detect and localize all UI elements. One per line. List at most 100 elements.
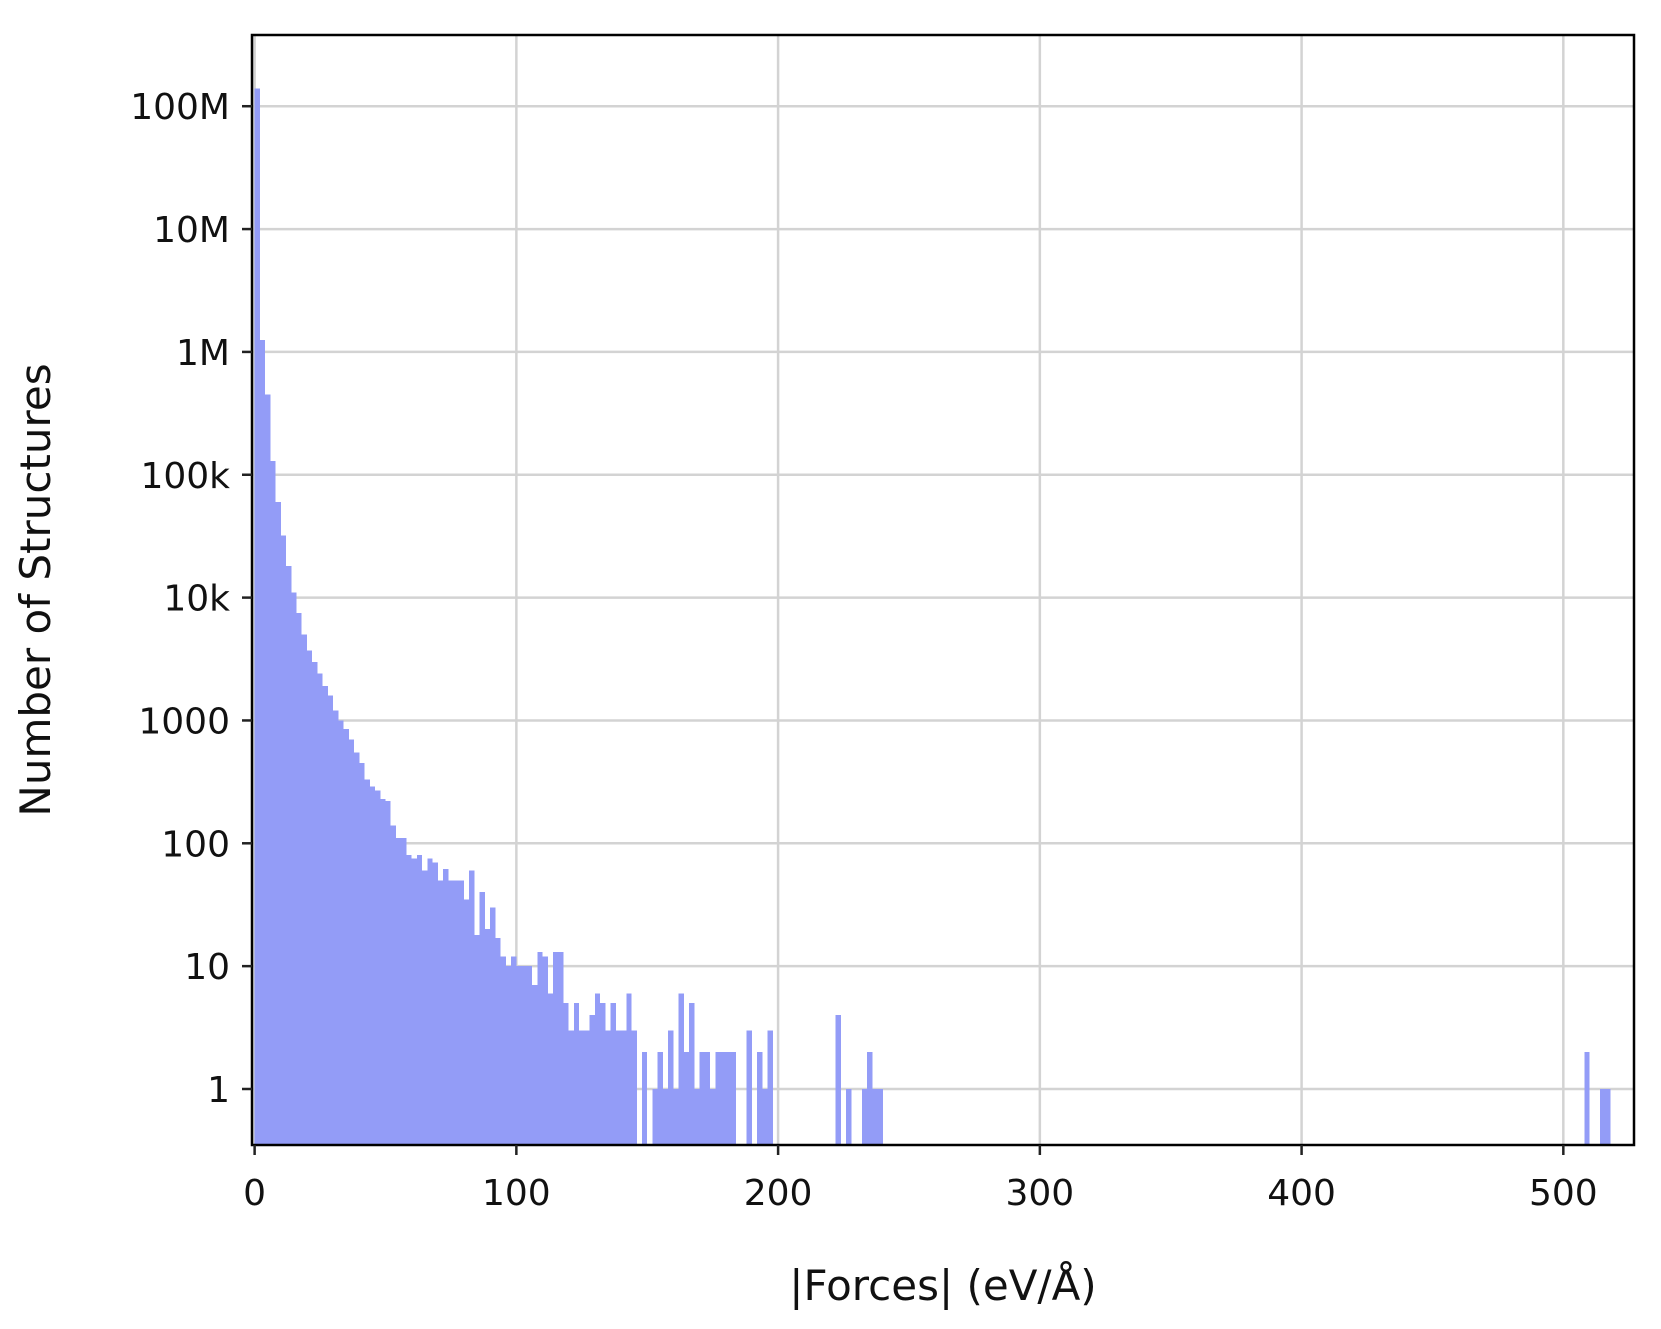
- histogram-bar: [861, 1088, 868, 1145]
- histogram-bar: [558, 952, 564, 1145]
- histogram-bar: [610, 1003, 616, 1145]
- histogram-bar: [338, 720, 344, 1145]
- histogram-bar: [484, 929, 491, 1145]
- histogram-bar: [427, 858, 433, 1145]
- histogram-bar: [641, 1052, 648, 1145]
- histogram-bar: [568, 1030, 574, 1145]
- histogram-bar: [683, 1052, 690, 1145]
- histogram-bar: [516, 966, 522, 1145]
- histogram-bar: [1605, 1088, 1611, 1145]
- histogram-bar: [694, 1088, 700, 1145]
- histogram-bar: [458, 880, 465, 1145]
- histogram-bar: [757, 1052, 763, 1145]
- histogram-bar: [521, 966, 527, 1145]
- histogram-bar: [877, 1088, 883, 1145]
- histogram-bar: [532, 985, 538, 1145]
- histogram-bar: [1584, 1052, 1590, 1145]
- histogram-bar: [296, 612, 302, 1145]
- histogram-bar: [254, 88, 260, 1145]
- histogram-bar: [354, 752, 360, 1145]
- x-tick-label: 200: [744, 1173, 813, 1214]
- histogram-bar: [715, 1052, 721, 1145]
- histogram-bar: [369, 786, 376, 1145]
- histogram-bar: [668, 1030, 674, 1145]
- histogram-bar: [579, 1030, 585, 1145]
- histogram-bar: [401, 838, 407, 1145]
- histogram-bar: [678, 993, 684, 1145]
- histogram-bar: [348, 739, 355, 1145]
- histogram-bar: [453, 880, 459, 1145]
- histogram-bar: [537, 952, 543, 1145]
- histogram-bar: [437, 880, 444, 1145]
- histogram-bar: [322, 686, 328, 1145]
- histogram-bar: [615, 1030, 622, 1145]
- y-tick-label: 1M: [176, 333, 230, 374]
- histogram-bar: [1599, 1088, 1606, 1145]
- histogram-bar: [626, 993, 632, 1145]
- histogram-bar: [584, 1030, 590, 1145]
- axis-ticks: 0 100 200 300 400 500 1 10 100 1000 10k 100k 1M 10M 10…: [130, 87, 1597, 1214]
- histogram-bar: [657, 1052, 663, 1145]
- histogram-bar: [767, 1030, 773, 1145]
- grid-lines: [252, 35, 1634, 1145]
- histogram-bar: [605, 1030, 611, 1145]
- histogram-bars: [254, 88, 1611, 1146]
- histogram-bar: [553, 952, 559, 1145]
- histogram-bar: [416, 855, 423, 1145]
- histogram-bar: [563, 1003, 569, 1145]
- histogram-bar: [594, 993, 601, 1145]
- histogram-bar: [631, 1030, 637, 1145]
- histogram-bar: [662, 1088, 669, 1145]
- histogram-bar: [720, 1052, 726, 1145]
- histogram-bar: [673, 1088, 679, 1145]
- x-tick-label: 300: [1005, 1173, 1074, 1214]
- histogram-bar: [375, 790, 381, 1145]
- histogram-bar: [835, 1015, 841, 1145]
- histogram-bar: [505, 966, 512, 1145]
- histogram-bar: [385, 801, 391, 1145]
- histogram-bar: [275, 502, 281, 1146]
- histogram-bar: [406, 855, 412, 1145]
- histogram-bar: [464, 899, 470, 1145]
- histogram-bar: [306, 650, 313, 1145]
- histogram-bar: [474, 934, 480, 1145]
- histogram-bar: [526, 966, 533, 1145]
- y-tick-label: 10M: [153, 210, 230, 251]
- histogram-bar: [364, 779, 370, 1145]
- histogram-bar: [479, 892, 485, 1145]
- histogram-bar: [746, 1030, 752, 1145]
- x-axis-title: |Forces| (eV/Å): [789, 1260, 1096, 1310]
- x-tick-label: 500: [1529, 1173, 1598, 1214]
- histogram-bar: [343, 729, 349, 1145]
- histogram-bar: [469, 870, 475, 1145]
- histogram-bar: [725, 1052, 731, 1145]
- histogram-bar: [730, 1052, 737, 1145]
- histogram-bar: [443, 868, 449, 1145]
- plot-area-frame: [250, 33, 1636, 1147]
- histogram-bar: [301, 634, 307, 1145]
- histogram-bar: [589, 1015, 595, 1145]
- histogram-bar: [547, 993, 554, 1145]
- y-tick-label: 10k: [163, 579, 230, 620]
- histogram-bar: [846, 1088, 852, 1145]
- y-tick-label: 1000: [138, 701, 230, 742]
- histogram-bar: [500, 956, 506, 1145]
- histogram-bar: [390, 825, 396, 1145]
- histogram-bar: [359, 763, 365, 1145]
- histogram-bar: [495, 937, 501, 1145]
- histogram-bar: [270, 460, 276, 1145]
- histogram-bar: [380, 798, 386, 1145]
- histogram-bar: [621, 1030, 627, 1145]
- histogram-bar: [710, 1088, 716, 1145]
- histogram-bar: [704, 1052, 711, 1145]
- y-tick-label: 100k: [140, 456, 230, 497]
- histogram-bar: [511, 956, 517, 1145]
- histogram-bar: [395, 838, 402, 1145]
- histogram-bar: [291, 592, 297, 1145]
- histogram-bar: [490, 907, 496, 1145]
- histogram-bar: [699, 1052, 705, 1145]
- histogram-bar: [867, 1052, 873, 1145]
- histogram-bar: [652, 1088, 658, 1145]
- histogram-bar: [265, 394, 271, 1145]
- x-tick-label: 100: [482, 1173, 551, 1214]
